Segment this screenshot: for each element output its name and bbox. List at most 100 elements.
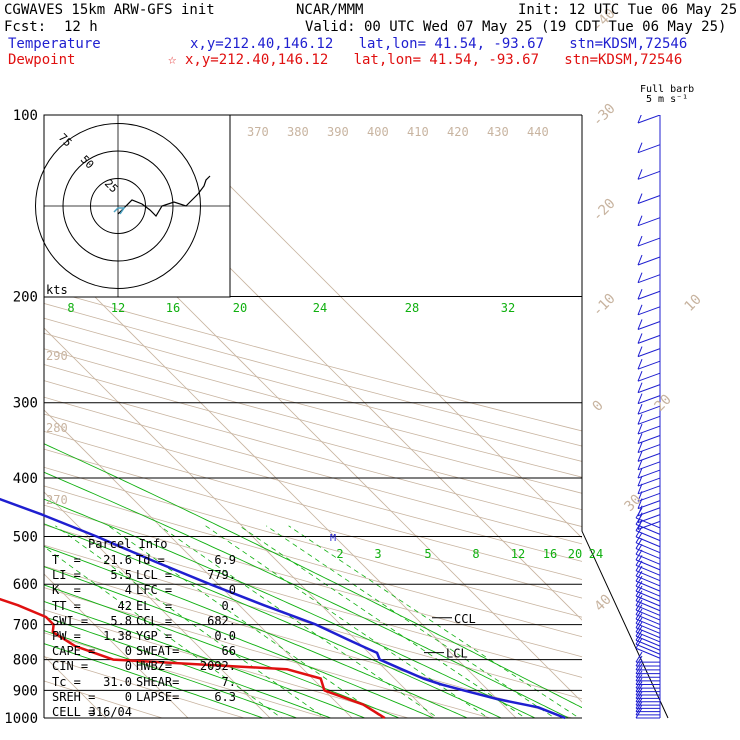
wind-barb-flag [637, 304, 643, 315]
moist-adiabat-line [44, 616, 333, 718]
wind-barb-flag [635, 698, 643, 709]
parcel-row: LI = 5.5 LCL = 779. [44, 568, 244, 584]
pressure-label: 700 [13, 618, 38, 634]
dry-adiabat-line [44, 544, 582, 700]
moist-adiabat-line [44, 523, 503, 718]
isotherm-label: 20 [652, 392, 675, 415]
pressure-label: 600 [13, 577, 38, 593]
wind-barb [637, 170, 661, 180]
moist-adiabat-line [44, 566, 435, 718]
wind-barb [635, 627, 661, 639]
wind-barb-flag [635, 655, 643, 667]
moist-adiabat-line [44, 443, 582, 709]
wind-barb [635, 559, 661, 571]
theta-label: 270 [46, 493, 68, 507]
wind-barb [637, 306, 661, 316]
wind-barb-flag [635, 629, 643, 641]
wind-barb-flag [637, 459, 643, 471]
parcel-k2: LCL = [136, 568, 173, 583]
wind-barb [637, 507, 661, 517]
pressure-label: 1000 [4, 711, 38, 727]
wind-barb-flag [637, 483, 643, 494]
dry-adiabat-line [44, 448, 582, 599]
dewpoint-line [0, 597, 386, 720]
dry-adiabat-line [44, 680, 164, 718]
wind-barb [635, 530, 661, 542]
isotherm-label: 0 [590, 398, 607, 415]
isotherm-label: -10 [590, 291, 619, 320]
moist-temp-label: 12 [111, 301, 125, 315]
mixing-ratio-label: 12 [511, 547, 525, 561]
wind-barb-flag [635, 621, 643, 633]
wind-barb [635, 604, 661, 616]
axis-labels: 1002003004005006007008009001000403020100… [4, 6, 704, 727]
mixing-ratio-label: 5 [424, 547, 431, 561]
wind-barb [637, 520, 661, 530]
dry-adiabat-lines [44, 288, 582, 718]
mixing-ratio-line [55, 525, 326, 718]
parcel-info-panel: Parcel Info T = 21.6 Td = 6.9 LI = 5.5 LCL = 77… [44, 537, 244, 721]
parcel-k: CELL = [52, 704, 96, 719]
parcel-v: 1.38 [103, 628, 132, 643]
wind-barb-flag [637, 414, 643, 425]
parcel-k2: LAPSE= [136, 689, 180, 704]
dry-adiabat-line [44, 565, 574, 718]
wind-barb-flag [637, 142, 643, 153]
wind-barb [637, 435, 661, 444]
dry-adiabat-line [44, 609, 410, 718]
parcel-v2: 2092. [199, 659, 236, 674]
wind-barb [637, 217, 661, 227]
dry-adiabat-line [44, 485, 582, 638]
temperature-series [0, 497, 566, 720]
parcel-k: Tc = [52, 674, 81, 689]
m-marker: M [330, 533, 336, 544]
parcel-v2: 0.0 [214, 628, 236, 643]
moist-temp-label: 20 [233, 301, 247, 315]
parcel-row: CAPE = 0 SWEAT= 66 [44, 644, 244, 660]
wind-barbs [635, 115, 661, 719]
parcel-row: SREH = 0 LAPSE= 6.3 [44, 689, 244, 706]
wind-barb [635, 639, 661, 651]
wind-barb [635, 635, 661, 647]
wind-barb [637, 477, 661, 487]
dewpoint-location: x,y=212.40,146.12 lat,lon= 41.54, -93.67… [185, 52, 683, 68]
wind-barb [637, 444, 661, 454]
isotherm-line [44, 573, 189, 718]
parcel-k: K = [52, 583, 81, 598]
mixing-ratio-label: 16 [543, 547, 557, 561]
wind-barb-flag [635, 590, 643, 602]
wind-barb-flag [637, 333, 643, 344]
wind-barb [637, 461, 661, 471]
parcel-k: T = [52, 553, 81, 567]
dry-adiabat-line [44, 303, 582, 447]
wind-barb [635, 517, 661, 529]
parcel-k: SREH = [52, 689, 96, 704]
moist-adiabat-line [44, 471, 570, 718]
wind-barb-flag [637, 370, 643, 382]
parcel-v: 0 [124, 689, 132, 704]
dry-adiabat-line [44, 466, 582, 618]
plot-border [581, 115, 669, 719]
moist-adiabat-lines [44, 443, 582, 718]
parcel-info-title: Parcel Info [88, 537, 168, 551]
theta-label: 420 [447, 125, 469, 139]
wind-barb [637, 360, 661, 370]
parcel-v2: 682. [207, 613, 236, 628]
isotherm-line [44, 491, 271, 718]
init-time: Init: 12 UTC Tue 06 May 25 [518, 2, 738, 18]
parcel-v2: 0 [228, 583, 236, 598]
hodograph-unit-label: kts [46, 283, 68, 297]
wind-barb-flag [635, 617, 643, 628]
wind-barb [635, 631, 661, 643]
ccl-label: CCL [454, 612, 476, 626]
wind-barb [637, 195, 661, 204]
wind-barb [637, 514, 661, 524]
parcel-row: TT = 42 EL = 0. [44, 599, 244, 615]
wind-barb [635, 564, 661, 576]
wind-barb-flag [637, 169, 643, 180]
wind-barb-flag [635, 704, 643, 716]
wind-barb [635, 590, 661, 602]
parcel-v2: 6.9 [214, 553, 236, 567]
theta-label: 280 [46, 421, 68, 435]
